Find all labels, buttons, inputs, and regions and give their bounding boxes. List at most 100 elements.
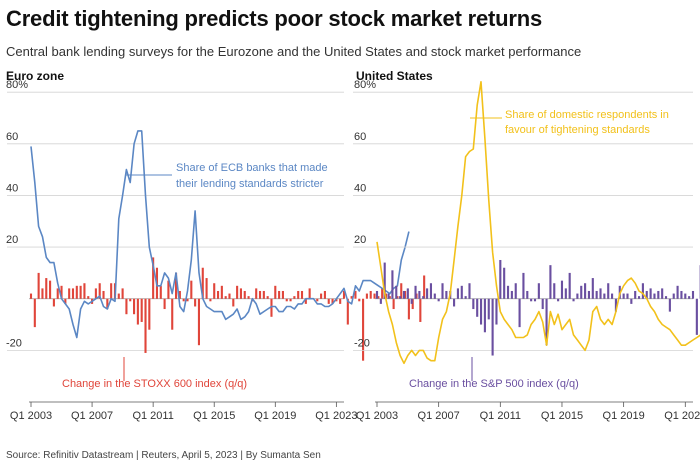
index-change-bar: [167, 280, 170, 299]
index-change-bar: [350, 296, 353, 299]
index-change-bar: [645, 290, 648, 299]
index-change-bar: [247, 296, 250, 299]
index-change-bar: [499, 259, 502, 299]
index-change-bar: [433, 293, 436, 299]
index-change-bar: [102, 290, 105, 299]
index-change-bar: [387, 293, 390, 299]
index-change-bar: [255, 288, 258, 299]
index-change-bar: [630, 298, 633, 304]
index-change-bar: [456, 288, 459, 299]
index-change-bar: [60, 285, 63, 299]
index-change-bar: [506, 285, 510, 299]
index-change-bar: [64, 298, 67, 304]
index-change-bar: [414, 285, 417, 299]
index-change-bar: [653, 293, 656, 299]
index-change-bar: [228, 293, 231, 299]
bar-annotation-text: Change in the S&P 500 index (q/q): [409, 378, 579, 390]
index-change-bar: [270, 298, 273, 317]
index-change-bar: [106, 298, 109, 310]
panel-label-united-states: United States: [356, 69, 433, 83]
x-tick-label: Q1 2015: [193, 410, 235, 422]
index-change-bar: [491, 298, 494, 356]
index-change-bar: [79, 285, 82, 299]
index-change-bar: [213, 283, 216, 299]
index-change-bar: [530, 298, 533, 302]
y-tick-label: 40: [6, 182, 18, 194]
index-change-bar: [514, 283, 517, 299]
index-change-bar: [358, 298, 361, 302]
index-change-bar: [441, 283, 444, 299]
index-change-bar: [262, 290, 265, 299]
index-change-bar: [657, 290, 660, 299]
index-change-bar: [688, 296, 691, 299]
index-change-bar: [144, 298, 147, 353]
index-change-bar: [580, 285, 583, 299]
index-change-bar: [572, 298, 575, 302]
index-change-bar: [136, 298, 139, 325]
index-change-bar: [418, 290, 421, 299]
index-change-bar: [381, 288, 384, 299]
index-change-bar: [503, 267, 506, 299]
index-change-bar: [239, 288, 242, 299]
index-change-bar: [453, 298, 456, 307]
y-tick-label: -20: [6, 337, 22, 349]
index-change-bar: [557, 298, 560, 302]
index-change-bar: [375, 290, 379, 299]
index-change-bar: [396, 296, 399, 299]
index-change-bar: [591, 278, 594, 299]
x-tick-label: Q1 2023: [315, 410, 357, 422]
index-change-bar: [487, 298, 490, 320]
index-change-bar: [684, 293, 687, 299]
index-change-bar: [194, 298, 197, 307]
index-change-bar: [649, 288, 652, 299]
index-change-bar: [603, 293, 606, 299]
index-change-bar: [285, 298, 288, 302]
index-change-bar: [293, 296, 296, 299]
index-change-bar: [182, 298, 185, 302]
index-change-bar: [537, 283, 540, 299]
index-change-bar: [342, 290, 346, 299]
source-note: Source: Refinitiv Datastream | Reuters, …: [6, 450, 321, 461]
x-tick-label: Q1 2011: [480, 410, 521, 422]
index-change-bar: [691, 290, 695, 299]
index-change-bar: [541, 298, 544, 310]
index-change-bar: [152, 257, 155, 299]
index-change-bar: [216, 290, 220, 299]
index-change-bar: [297, 290, 300, 299]
index-change-bar: [41, 288, 44, 299]
panel-label-euro-zone: Euro zone: [6, 69, 65, 83]
y-tick-label: 80%: [354, 79, 376, 91]
chart-subtitle: Central bank lending surveys for the Eur…: [6, 44, 582, 59]
index-change-bar: [304, 298, 307, 304]
index-change-bar: [205, 278, 208, 299]
index-change-bar: [611, 293, 614, 299]
index-change-bar: [125, 298, 128, 315]
index-change-bar: [599, 288, 602, 299]
x-tick-label: Q1 2003: [356, 410, 398, 422]
index-change-bar: [402, 290, 406, 299]
index-change-bar: [258, 290, 262, 299]
index-change-bar: [400, 283, 403, 299]
index-change-bar: [281, 290, 284, 299]
index-change-bar: [377, 296, 380, 299]
x-tick-label: Q1 2019: [254, 410, 296, 422]
index-change-bar: [614, 298, 617, 312]
index-change-bar: [339, 298, 342, 304]
index-change-bar: [110, 283, 113, 299]
chart-title: Credit tightening predicts poor stock ma…: [6, 6, 543, 31]
index-change-bar: [510, 290, 513, 299]
index-change-bar: [274, 285, 277, 299]
index-change-bar: [186, 298, 189, 302]
index-change-bar: [404, 290, 407, 299]
index-change-bar: [68, 288, 71, 299]
index-change-bar: [75, 285, 78, 299]
index-change-bar: [407, 298, 410, 320]
index-change-bar: [209, 298, 212, 302]
index-change-bar: [483, 298, 486, 333]
index-change-bar: [201, 267, 204, 299]
index-change-bar: [464, 296, 467, 299]
index-change-bar: [129, 298, 132, 302]
index-change-bar: [533, 298, 537, 302]
index-change-bar: [121, 288, 124, 299]
index-change-bar: [308, 288, 311, 299]
